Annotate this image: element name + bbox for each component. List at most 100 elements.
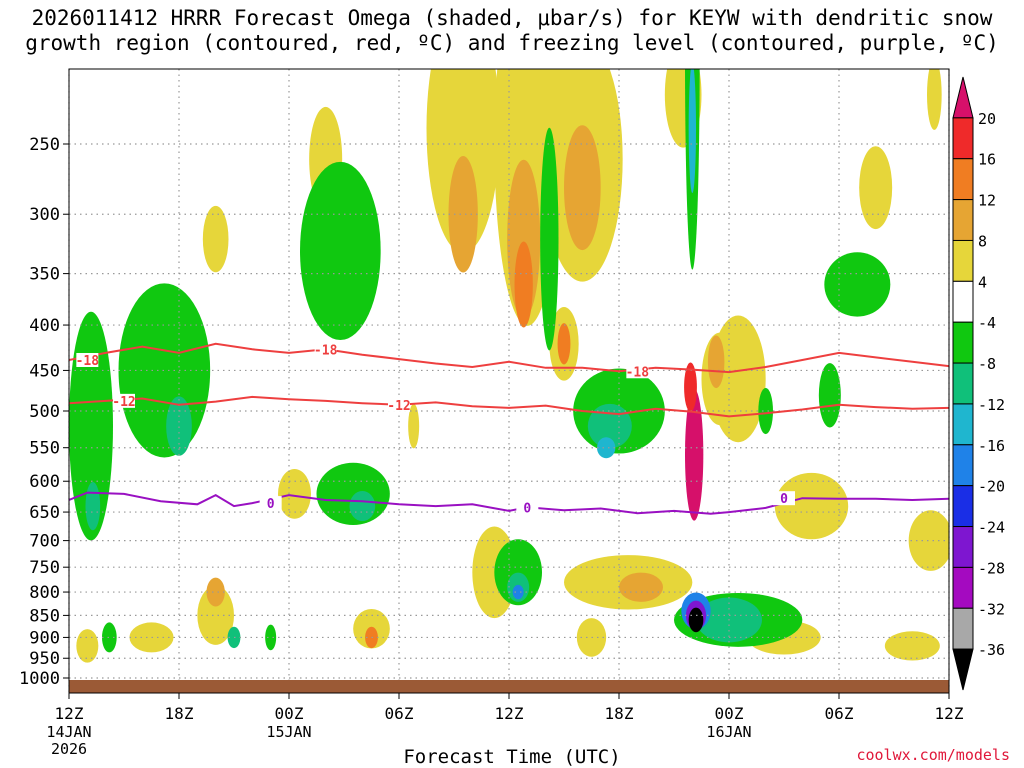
omega-cell xyxy=(758,387,774,435)
colorbar-swatch xyxy=(952,607,974,650)
pressure-tick-label: 300 xyxy=(29,205,60,225)
time-tick-label: 00Z xyxy=(275,704,304,723)
omega-cell xyxy=(102,622,117,653)
ground-surface xyxy=(69,680,949,693)
contour-label: -18 xyxy=(314,343,338,358)
omega-cell xyxy=(349,491,376,522)
pressure-tick-label: 500 xyxy=(29,402,60,422)
contour-label: -12 xyxy=(112,395,135,410)
colorbar-label: -36 xyxy=(978,641,1005,659)
pressure-tick-label: 800 xyxy=(29,583,60,603)
colorbar-swatch xyxy=(952,199,974,241)
omega-cell xyxy=(265,624,277,651)
contour-label-bg xyxy=(113,393,135,408)
colorbar-swatch xyxy=(952,444,974,487)
colorbar-label: -28 xyxy=(978,559,1005,577)
omega-cell xyxy=(514,241,533,328)
year-label: 2026 xyxy=(51,740,87,758)
date-label: 15JAN xyxy=(266,723,311,741)
colorbar-swatch xyxy=(952,648,974,691)
contour-lines: -18 -18 -18 -12 -12 0 0 0 xyxy=(69,342,949,516)
omega-cell xyxy=(707,335,725,389)
contour-line xyxy=(69,342,949,374)
omega-cell xyxy=(824,252,891,317)
colorbar-swatch xyxy=(952,76,974,119)
colorbar: 20 16 12 8 4 -4 -8 -12 -16 -20 -24 -28 -32 -36 xyxy=(952,76,1005,691)
colorbar-label: 16 xyxy=(978,151,996,169)
colorbar-swatch xyxy=(952,280,974,323)
omega-cell xyxy=(908,510,949,571)
source-credit[interactable]: coolwx.com/models xyxy=(856,746,1010,764)
contour-label: 0 xyxy=(267,497,275,512)
omega-cell xyxy=(597,437,616,459)
omega-cell xyxy=(927,69,942,130)
pressure-tick-label: 550 xyxy=(29,439,60,459)
omega-cell xyxy=(512,584,524,600)
x-axis-label: Forecast Time (UTC) xyxy=(403,746,621,768)
omega-cell xyxy=(884,631,940,661)
time-tick-label: 12Z xyxy=(935,704,964,723)
omega-cell xyxy=(76,629,99,663)
colorbar-swatch xyxy=(952,158,974,201)
contour-label-bg xyxy=(388,397,410,412)
colorbar-swatch xyxy=(952,526,974,568)
time-tick-label: 00Z xyxy=(715,704,744,723)
time-tick-label: 12Z xyxy=(495,704,524,723)
contour-label-bg xyxy=(626,364,649,379)
pressure-tick-label: 600 xyxy=(29,472,60,492)
omega-cell xyxy=(85,481,101,531)
time-tick-label: 12Z xyxy=(55,704,84,723)
omega-cell xyxy=(619,572,663,602)
contour-line xyxy=(69,395,949,418)
colorbar-label: -24 xyxy=(978,519,1005,537)
omega-cell xyxy=(774,472,849,540)
omega-cell xyxy=(206,577,225,607)
omega-cell xyxy=(448,156,478,273)
time-tick-label: 06Z xyxy=(825,704,854,723)
colorbar-label: -32 xyxy=(978,600,1005,618)
omega-cell xyxy=(540,127,559,351)
pressure-tick-label: 1000 xyxy=(19,669,60,689)
colorbar-label: -20 xyxy=(978,478,1005,496)
contour-label: 0 xyxy=(523,501,531,516)
omega-cell xyxy=(278,468,311,519)
contour-label-bg xyxy=(516,500,539,515)
omega-shading xyxy=(69,69,949,663)
omega-cell xyxy=(818,363,841,428)
omega-cell xyxy=(202,205,229,273)
pressure-tick-label: 400 xyxy=(29,316,60,336)
colorbar-swatch xyxy=(952,321,974,364)
colorbar-swatch xyxy=(952,239,974,282)
contour-label: -12 xyxy=(387,399,410,414)
contour-label: -18 xyxy=(76,354,100,369)
colorbar-label: 8 xyxy=(978,232,987,250)
pressure-tick-label: 750 xyxy=(29,558,60,578)
time-tick-label: 18Z xyxy=(165,704,194,723)
colorbar-label: 4 xyxy=(978,273,987,291)
contour-label: 0 xyxy=(780,492,788,507)
pressure-tick-label: 850 xyxy=(29,606,60,626)
colorbar-label: -4 xyxy=(978,314,996,332)
omega-cell xyxy=(494,539,542,606)
pressure-tick-label: 250 xyxy=(29,135,60,155)
chart-title: 2026011412 HRRR Forecast Omega (shaded, … xyxy=(25,6,999,55)
omega-cell xyxy=(688,69,696,194)
omega-cell xyxy=(688,607,704,633)
colorbar-label: -8 xyxy=(978,355,996,373)
omega-cell xyxy=(557,323,571,365)
colorbar-swatch xyxy=(952,566,974,609)
pressure-tick-label: 350 xyxy=(29,265,60,285)
time-tick-label: 06Z xyxy=(385,704,414,723)
colorbar-swatch xyxy=(952,117,974,160)
pressure-axis: 2503003504004505005506006507007508008509… xyxy=(19,135,69,689)
omega-cell xyxy=(684,362,697,412)
contour-label-bg xyxy=(259,496,282,511)
omega-cell xyxy=(685,388,704,521)
date-label: 14JAN xyxy=(46,723,91,741)
date-label: 16JAN xyxy=(706,723,751,741)
gridlines xyxy=(68,69,950,693)
colorbar-label: 20 xyxy=(978,110,996,128)
omega-cell xyxy=(408,403,420,449)
